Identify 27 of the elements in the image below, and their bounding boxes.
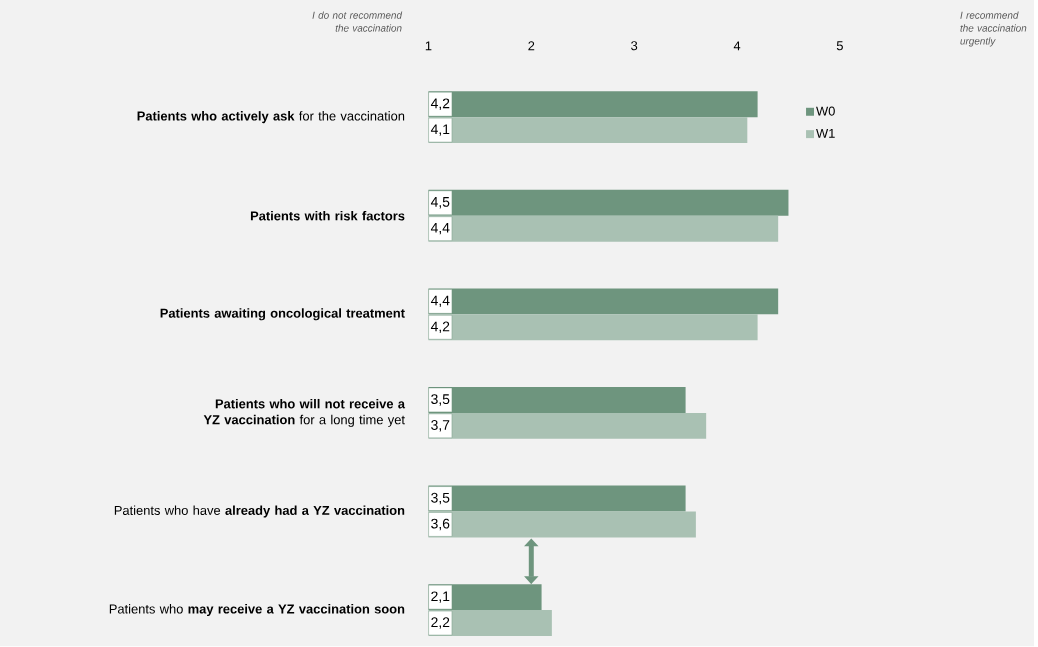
data-label: 4,5 xyxy=(430,197,450,209)
x-tick-label: 4 xyxy=(733,41,741,51)
y-tick-label: Patients who actively ask for the vaccination xyxy=(137,111,405,124)
data-label: 4,2 xyxy=(430,98,450,111)
x-tick-label: 5 xyxy=(836,41,843,51)
legend-label: W1 xyxy=(816,129,835,139)
data-label: 4,2 xyxy=(430,321,450,334)
data-label: 3,5 xyxy=(431,492,450,505)
x-tick-label: 2 xyxy=(528,41,535,51)
y-tick-label: Patients with risk factors xyxy=(250,211,405,221)
data-label: 4,4 xyxy=(430,223,450,235)
data-label: 3,6 xyxy=(431,518,450,531)
y-tick-label: Patients who have already had a YZ vaccination xyxy=(114,505,405,518)
data-label: 3,7 xyxy=(431,420,450,432)
x-tick-label: 1 xyxy=(425,41,432,51)
y-tick-label: Patients awaiting oncological treatment xyxy=(160,308,405,321)
text: I recommend the vaccination urgently xyxy=(960,11,1027,47)
data-label: 3,5 xyxy=(431,394,450,406)
data-label: 2,1 xyxy=(431,591,450,604)
data-label: 4,4 xyxy=(430,295,450,308)
data-label: 4,1 xyxy=(430,124,450,136)
y-tick-label: Patients who may receive a YZ vaccination soon xyxy=(109,604,405,617)
y-tick-label: Patients who will not receive a YZ vaccination for a long time yet xyxy=(203,399,406,428)
data-label: 2,2 xyxy=(431,617,450,629)
text: I do not recommend the vaccination xyxy=(312,11,403,32)
legend-label: W0 xyxy=(816,106,835,116)
x-tick-label: 3 xyxy=(631,41,638,51)
